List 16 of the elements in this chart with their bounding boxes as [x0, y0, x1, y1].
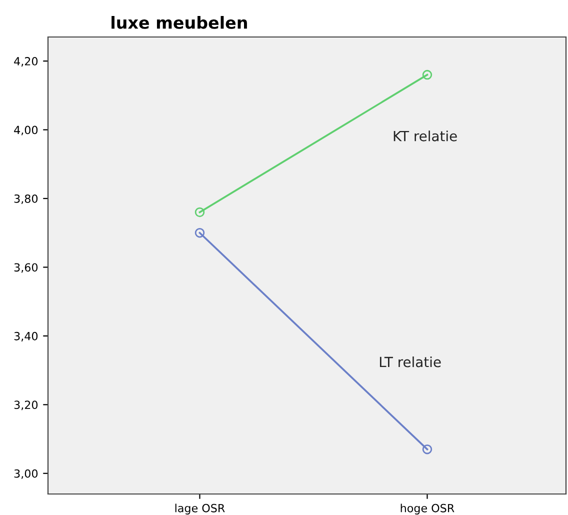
y-tick-label: 3,00: [14, 469, 38, 479]
text: KT relatie: [394, 130, 457, 142]
y-tick-label: 4,00: [14, 126, 38, 136]
y-tick-label: 4,20: [14, 57, 38, 67]
y-tick-label: 3,20: [14, 400, 38, 410]
y-tick-label: 3,60: [14, 263, 38, 273]
x-tick-label: hoge OSR: [400, 504, 454, 514]
x-tick-label: lage OSR: [175, 504, 225, 514]
y-tick-label: 3,40: [14, 332, 38, 342]
point: [422, 70, 432, 80]
point: [422, 444, 432, 454]
y-tick-label: 3,80: [14, 194, 38, 204]
point: [194, 228, 205, 238]
point: [194, 207, 205, 218]
series-label: LT relatie: [380, 356, 441, 368]
chart-title: luxe meubelen: [112, 16, 247, 29]
